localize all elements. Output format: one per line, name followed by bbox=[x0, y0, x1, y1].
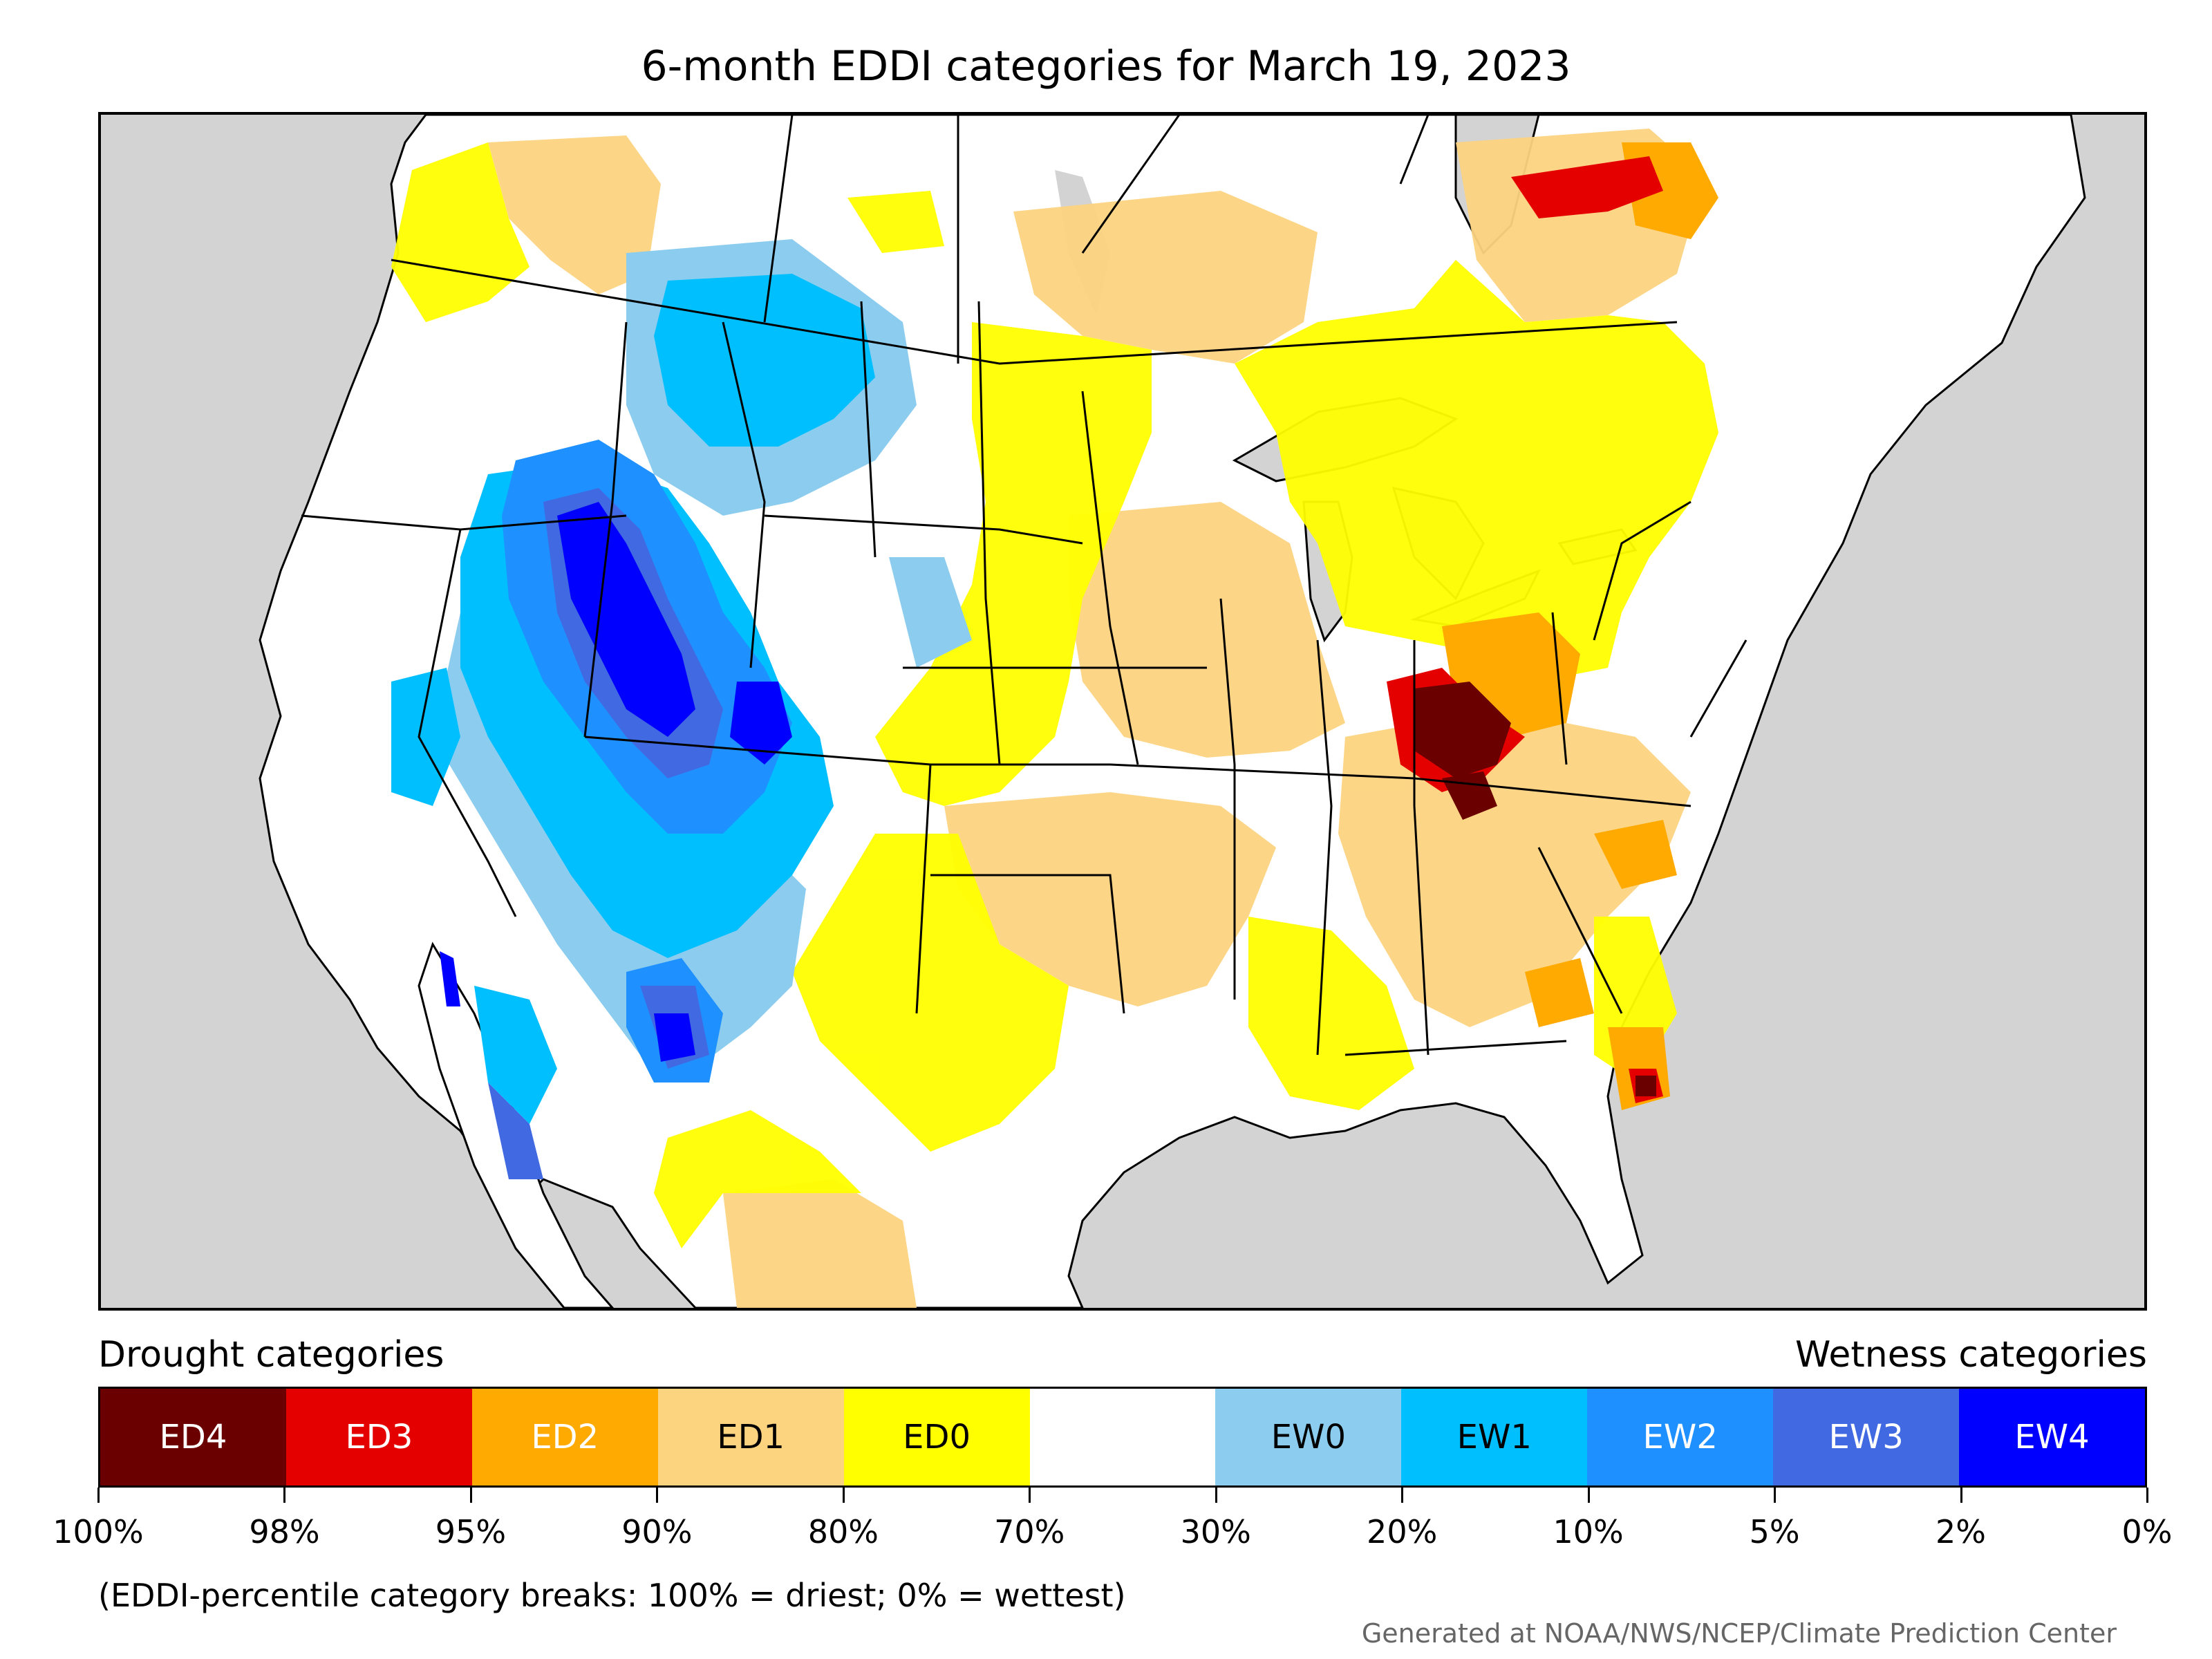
colorbar-tick-label: 0% bbox=[2121, 1513, 2173, 1550]
colorbar-tick bbox=[97, 1488, 100, 1503]
map-title: 6-month EDDI categories for March 19, 20… bbox=[641, 42, 1571, 91]
category-swatch-ed1: ED1 bbox=[657, 1389, 844, 1485]
colorbar-tick-label: 2% bbox=[1936, 1513, 1987, 1550]
colorbar-tick-label: 20% bbox=[1367, 1513, 1438, 1550]
colorbar-tick bbox=[1215, 1488, 1217, 1503]
colorbar-tick-label: 90% bbox=[621, 1513, 693, 1550]
eddi-map-canvas bbox=[101, 115, 2144, 1308]
category-swatch-ed4: ED4 bbox=[100, 1389, 286, 1485]
category-swatch-ew1: EW1 bbox=[1401, 1389, 1588, 1485]
category-swatch-ed2: ED2 bbox=[471, 1389, 658, 1485]
colorbar-tick-label: 5% bbox=[1749, 1513, 1800, 1550]
eddi-map bbox=[98, 112, 2147, 1311]
colorbar-tick bbox=[1960, 1488, 1962, 1503]
category-swatch-ew2: EW2 bbox=[1587, 1389, 1774, 1485]
credit-text: Generated at NOAA/NWS/NCEP/Climate Predi… bbox=[1361, 1618, 2117, 1649]
colorbar-tick-label: 70% bbox=[994, 1513, 1065, 1550]
colorbar-tick-label: 95% bbox=[435, 1513, 507, 1550]
colorbar-tick bbox=[656, 1488, 659, 1503]
colorbar-tick-label: 80% bbox=[807, 1513, 879, 1550]
category-swatch-ed3: ED3 bbox=[285, 1389, 472, 1485]
ew4-areas bbox=[440, 502, 792, 1062]
ed0-areas bbox=[391, 142, 1718, 1248]
category-swatch-ew4: EW4 bbox=[1959, 1389, 2145, 1485]
category-swatch-ew3: EW3 bbox=[1773, 1389, 1960, 1485]
drought-categories-heading: Drought categories bbox=[98, 1334, 444, 1376]
colorbar-tick bbox=[283, 1488, 286, 1503]
colorbar-tick bbox=[469, 1488, 472, 1503]
colorbar-tick bbox=[1401, 1488, 1404, 1503]
colorbar-tick bbox=[1029, 1488, 1031, 1503]
category-swatch-neutral bbox=[1029, 1389, 1216, 1485]
colorbar-tick-label: 30% bbox=[1180, 1513, 1251, 1550]
colorbar-tick bbox=[842, 1488, 845, 1503]
state-boundaries bbox=[301, 115, 1747, 1056]
colorbar-tick-label: 100% bbox=[53, 1513, 144, 1550]
colorbar-tick-label: 10% bbox=[1553, 1513, 1624, 1550]
colorbar-tick bbox=[2146, 1488, 2148, 1503]
category-colorbar: ED4 ED3 ED2 ED1 ED0 EW0 EW1 EW2 EW3 EW4 bbox=[98, 1387, 2147, 1488]
colorbar-ticks bbox=[97, 1488, 2148, 1503]
wetness-categories-heading: Wetness categories bbox=[1795, 1334, 2147, 1376]
category-swatch-ew0: EW0 bbox=[1215, 1389, 1402, 1485]
colorbar-tick bbox=[1774, 1488, 1777, 1503]
category-breaks-footnote: (EDDI-percentile category breaks: 100% =… bbox=[98, 1577, 1126, 1614]
category-swatch-ed0: ED0 bbox=[843, 1389, 1030, 1485]
colorbar-tick-label: 98% bbox=[249, 1513, 320, 1550]
colorbar-tick bbox=[1587, 1488, 1590, 1503]
colorbar-tick-labels: 100% 98% 95% 90% 80% 70% 30% 20% 10% 5% 2% 0% bbox=[53, 1512, 2172, 1554]
